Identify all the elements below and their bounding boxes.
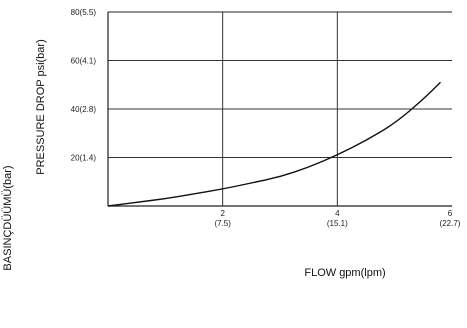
- x-tick-label: 6: [448, 209, 453, 218]
- plot-frame: [107, 11, 452, 207]
- x-tick-labels: 2(7.5) 4(15.1) 6(22.7): [214, 209, 460, 228]
- y-tick-label: 20(1.4): [71, 154, 97, 163]
- y-tick-labels: 20(1.4) 40(2.8) 60(4.1) 80(5.5): [71, 8, 97, 163]
- y-axis-label: PRESSURE DROP psi(bar): [35, 39, 47, 175]
- y-tick-label: 80(5.5): [71, 8, 97, 17]
- y-tick-label: 60(4.1): [71, 57, 97, 66]
- x-tick-sublabel: (7.5): [214, 219, 231, 228]
- x-tick-label: 4: [335, 209, 340, 218]
- x-tick-sublabel: (22.7): [440, 219, 461, 228]
- pressure-drop-curve: [107, 81, 441, 207]
- x-axis-label: FLOW gpm(lpm): [304, 267, 385, 279]
- x-tick-label: 2: [220, 209, 225, 218]
- x-tick-sublabel: (15.1): [327, 219, 348, 228]
- series: [107, 81, 441, 207]
- y-tick-label: 40(2.8): [71, 105, 97, 114]
- side-axis-label: BASINÇDÜÜMÜ(bar): [2, 165, 14, 270]
